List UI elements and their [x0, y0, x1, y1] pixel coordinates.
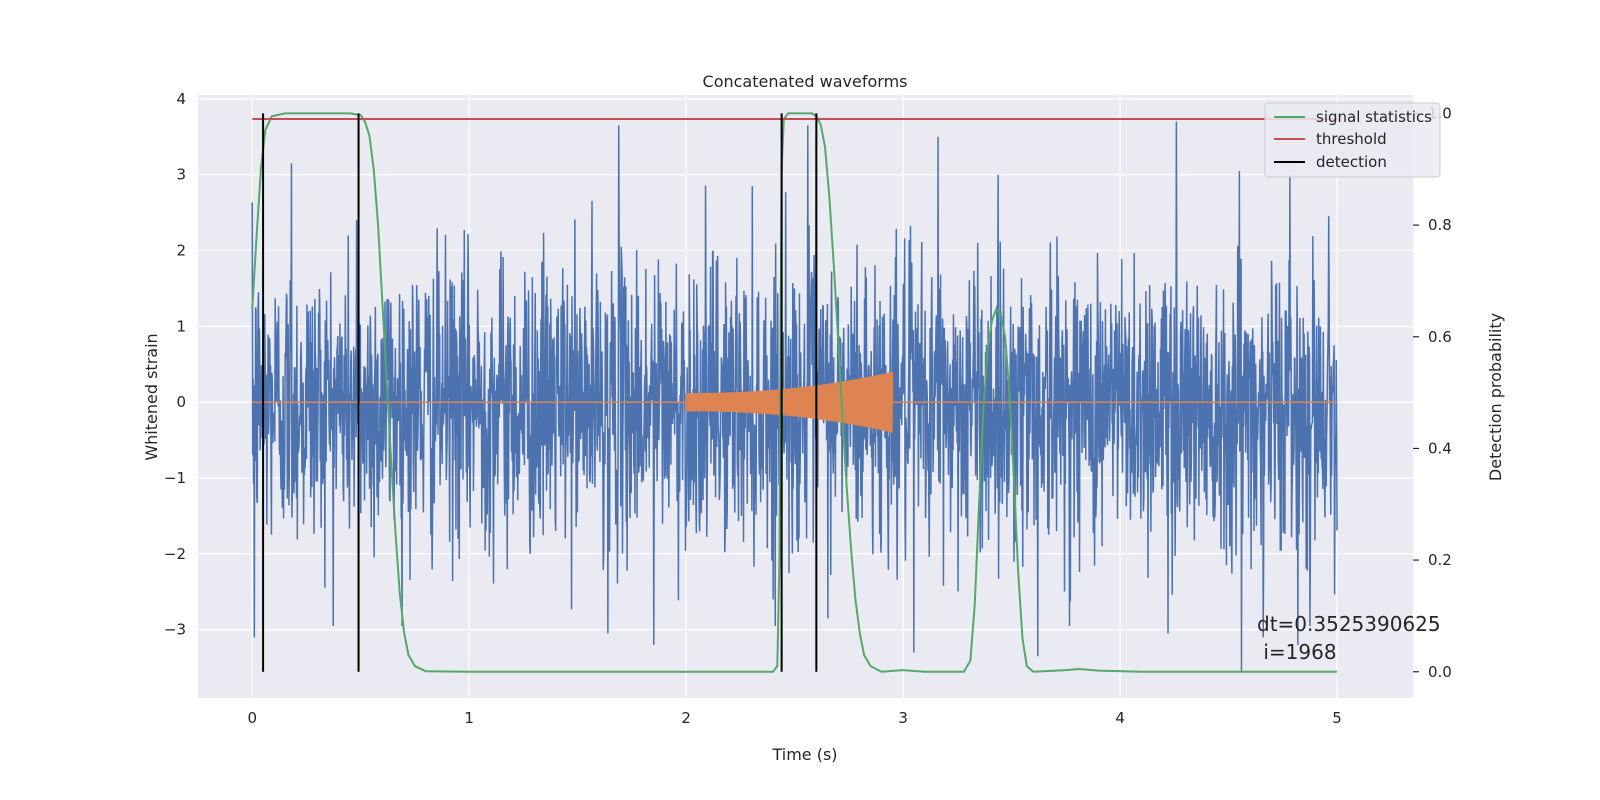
chirp-line — [252, 371, 1338, 433]
y-tick-label: −1 — [164, 469, 186, 487]
series-signal-statistics — [251, 112, 1338, 673]
right-y-tick-label: 0.8 — [1428, 216, 1452, 234]
x-tick-label: 5 — [1332, 709, 1342, 727]
x-tick-label: 2 — [681, 709, 691, 727]
y-tick-label: 4 — [176, 90, 186, 108]
x-axis-label: Time (s) — [771, 745, 837, 764]
legend: signal statistics threshold detection — [1264, 102, 1441, 178]
annotation-dt: dt=0.3525390625 — [1257, 612, 1441, 636]
legend-label-detection: detection — [1316, 153, 1387, 171]
y-tick-label: 0 — [176, 393, 186, 411]
right-y-tick-label: 0.0 — [1428, 663, 1452, 681]
y-tick-label: 2 — [176, 241, 186, 259]
strain-line — [251, 121, 1338, 672]
legend-label-threshold: threshold — [1316, 130, 1387, 148]
y-axis-label: Whitened strain — [142, 333, 161, 460]
x-tick-label: 1 — [464, 709, 474, 727]
legend-label-signal-statistics: signal statistics — [1316, 108, 1432, 126]
y-tick-label: −2 — [164, 545, 186, 563]
right-y-tick-label: 0.6 — [1428, 328, 1452, 346]
series-injected-waveform — [252, 371, 1338, 433]
x-tick-label: 0 — [247, 709, 257, 727]
right-y-tick-label: 0.2 — [1428, 551, 1452, 569]
x-axis: 0 1 2 3 4 5 — [247, 709, 1341, 727]
y-tick-label: 1 — [176, 317, 186, 335]
left-y-axis: −3 −2 −1 0 1 2 3 4 — [164, 90, 186, 639]
right-y-axis-label: Detection probability — [1486, 313, 1505, 481]
y-tick-label: 3 — [176, 166, 186, 184]
annotation-i: i=1968 — [1257, 640, 1337, 664]
series-detection — [262, 113, 818, 672]
series-whitened-strain — [251, 121, 1338, 672]
signal-statistics-line — [251, 112, 1338, 673]
y-tick-label: −3 — [164, 621, 186, 639]
right-y-tick-label: 0.4 — [1428, 439, 1452, 457]
chart-title: Concatenated waveforms — [703, 72, 908, 91]
x-tick-label: 4 — [1115, 709, 1125, 727]
grid — [198, 95, 1413, 698]
legend-box — [1264, 102, 1441, 178]
x-tick-label: 3 — [898, 709, 908, 727]
